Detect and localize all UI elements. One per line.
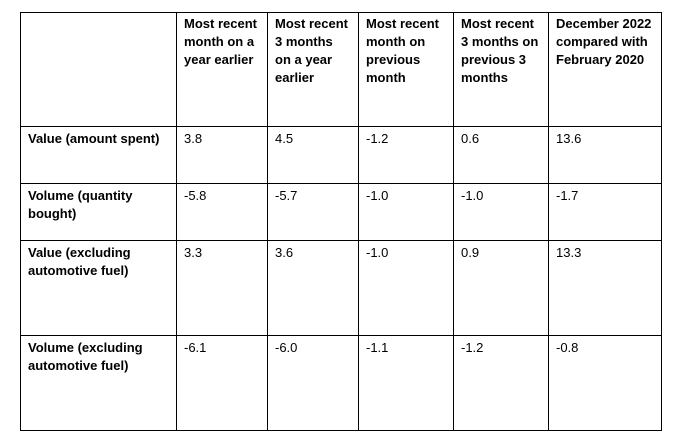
table-cell: 3.3	[177, 241, 268, 336]
retail-sales-table: Most recent month on a year earlier Most…	[20, 12, 662, 431]
header-cell: Most recent month on a year earlier	[177, 13, 268, 127]
table-cell: -1.2	[454, 336, 549, 431]
table-cell: -0.8	[549, 336, 662, 431]
table-cell: 4.5	[268, 127, 359, 184]
table-row: Volume (excluding automotive fuel) -6.1 …	[21, 336, 662, 431]
table-cell: 3.8	[177, 127, 268, 184]
table-cell: -5.7	[268, 184, 359, 241]
table-cell: 0.6	[454, 127, 549, 184]
table-row: Volume (quantity bought) -5.8 -5.7 -1.0 …	[21, 184, 662, 241]
table-cell: -1.0	[359, 184, 454, 241]
table-cell: 3.6	[268, 241, 359, 336]
header-cell-empty	[21, 13, 177, 127]
header-cell: Most recent 3 months on previous 3 month…	[454, 13, 549, 127]
row-label: Value (excluding automotive fuel)	[21, 241, 177, 336]
header-cell: Most recent 3 months on a year earlier	[268, 13, 359, 127]
header-cell: December 2022 compared with February 202…	[549, 13, 662, 127]
table-header: Most recent month on a year earlier Most…	[21, 13, 662, 127]
header-cell: Most recent month on previous month	[359, 13, 454, 127]
table-cell: 13.6	[549, 127, 662, 184]
table-cell: -1.7	[549, 184, 662, 241]
row-label: Volume (excluding automotive fuel)	[21, 336, 177, 431]
table-body: Value (amount spent) 3.8 4.5 -1.2 0.6 13…	[21, 127, 662, 431]
table-row: Value (excluding automotive fuel) 3.3 3.…	[21, 241, 662, 336]
table-cell: -5.8	[177, 184, 268, 241]
row-label: Value (amount spent)	[21, 127, 177, 184]
table-row: Value (amount spent) 3.8 4.5 -1.2 0.6 13…	[21, 127, 662, 184]
header-row: Most recent month on a year earlier Most…	[21, 13, 662, 127]
table-cell: -1.1	[359, 336, 454, 431]
table-cell: -1.0	[359, 241, 454, 336]
table-cell: -1.0	[454, 184, 549, 241]
table-cell: -1.2	[359, 127, 454, 184]
table-cell: 13.3	[549, 241, 662, 336]
table-cell: -6.0	[268, 336, 359, 431]
row-label: Volume (quantity bought)	[21, 184, 177, 241]
table-cell: -6.1	[177, 336, 268, 431]
table-cell: 0.9	[454, 241, 549, 336]
